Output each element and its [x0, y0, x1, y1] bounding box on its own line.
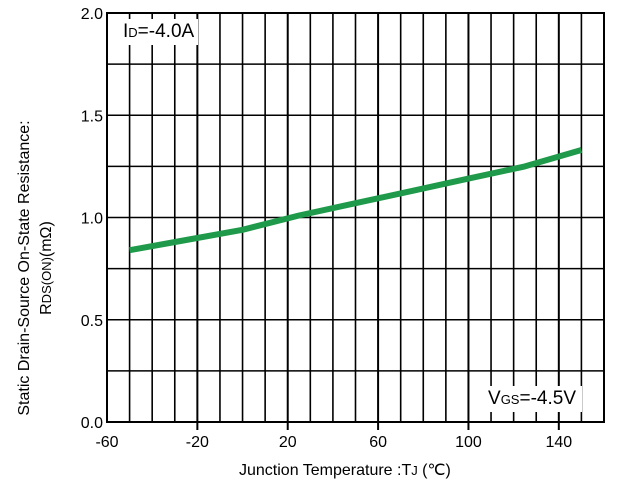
y-axis-label-line2: RDS(ON)(mΩ) [36, 48, 58, 488]
x-tick-label: 60 [369, 434, 387, 451]
gate-voltage-annotation: VGS=-4.5V [478, 386, 582, 412]
y-axis-label: Static Drain-Source On-State Resistance:… [14, 48, 58, 488]
x-tick-label: 100 [455, 434, 482, 451]
vgs-value: =-4.5V [519, 388, 576, 409]
x-axis-unit: (℃) [418, 462, 451, 479]
id-subscript: D [128, 25, 137, 40]
x-axis-label: Junction Temperature :TJ (℃) [239, 460, 451, 480]
y-tick-label: 1.0 [81, 211, 103, 228]
y-tick-label: 1.5 [81, 108, 103, 125]
y-axis-unit: (mΩ) [38, 221, 55, 257]
vgs-subscript: GS [501, 392, 520, 407]
id-value: =-4.0A [138, 21, 195, 42]
y-axis-subscript: DS(ON) [39, 257, 54, 303]
x-tick-label: -20 [186, 434, 209, 451]
x-tick-label: 140 [545, 434, 572, 451]
x-tick-label: -60 [95, 434, 118, 451]
drain-current-annotation: ID=-4.0A [109, 19, 198, 45]
y-axis-symbol: R [38, 303, 55, 315]
y-tick-label: 0.5 [81, 313, 103, 330]
x-tick-label: 20 [279, 434, 297, 451]
vertical-grid-lines [130, 13, 582, 430]
y-tick-labels: 0.0 0.5 1.0 1.5 2.0 [81, 6, 103, 432]
x-axis-title: Junction Temperature :T [239, 462, 411, 479]
y-tick-label: 0.0 [81, 415, 103, 432]
x-tick-labels: -60 -20 20 60 100 140 [95, 434, 572, 451]
y-tick-label: 2.0 [81, 6, 103, 23]
y-axis-label-line1: Static Drain-Source On-State Resistance: [14, 48, 36, 488]
vgs-symbol: V [488, 388, 501, 409]
